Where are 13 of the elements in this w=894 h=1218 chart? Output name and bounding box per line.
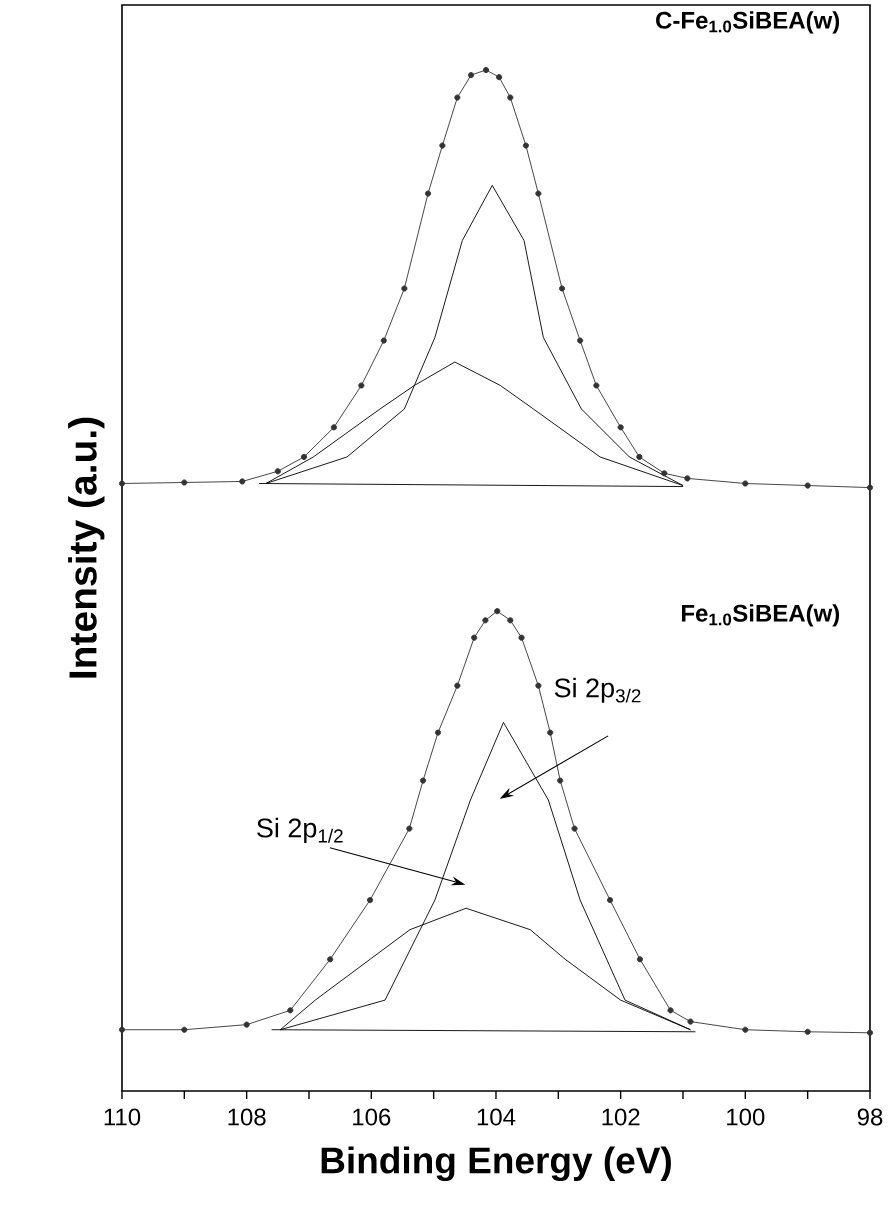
x-axis-title: Binding Energy (eV) [321, 1146, 671, 1182]
annotation: Si 2p$_{3/2}$ [554, 677, 641, 703]
y-axis-title: Intensity (a.u.) [68, 417, 105, 678]
x-tick-label: 110 [104, 1108, 141, 1126]
x-tick-label: 102 [602, 1108, 640, 1126]
x-tick-label: 106 [353, 1108, 391, 1126]
x-tick-label: 104 [477, 1108, 516, 1126]
annotation: Si 2p$_{1/2}$ [257, 817, 343, 843]
text: C-Fe$_{1.0}$SiBEA(w) [656, 11, 840, 34]
x-tick-label: 108 [228, 1108, 266, 1126]
x-tick-label: 100 [727, 1108, 765, 1126]
text: Fe$_{1.0}$SiBEA(w) [682, 604, 840, 627]
x-tick-label: 98 [857, 1108, 883, 1126]
